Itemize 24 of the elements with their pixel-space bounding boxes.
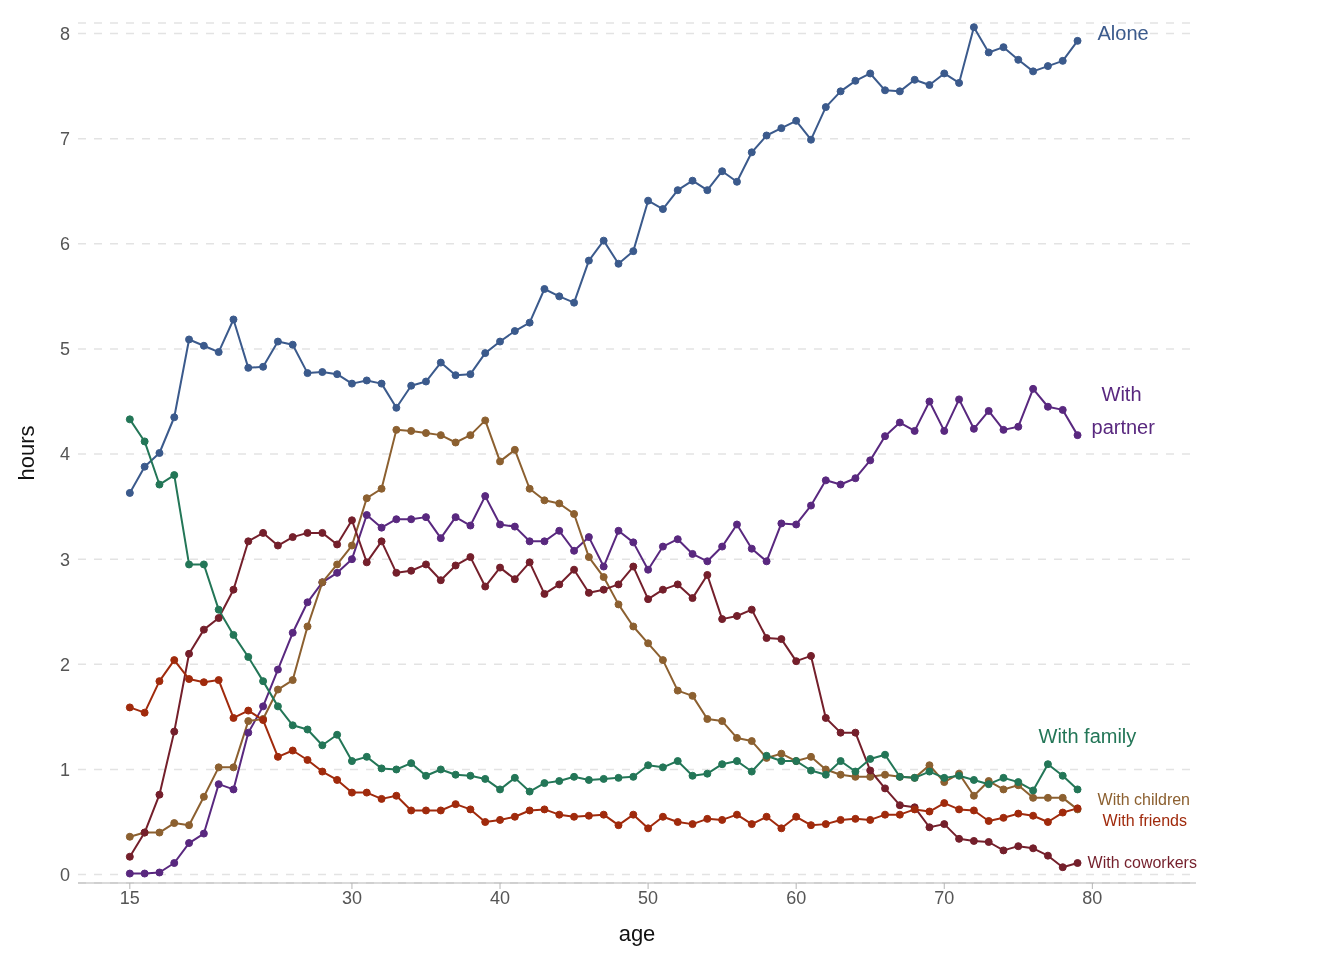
series-label: Alone: [1097, 22, 1149, 45]
series-label: With family: [1038, 725, 1137, 748]
y-tick-label: 6: [59, 234, 70, 255]
x-tick-label: 80: [1082, 887, 1103, 908]
y-tick-label: 0: [59, 864, 70, 885]
x-tick-label: 15: [119, 887, 140, 908]
y-tick-label: 2: [59, 654, 70, 675]
y-tick-label: 4: [59, 444, 70, 465]
x-tick-label: 30: [341, 887, 362, 908]
series-label: With coworkers: [1087, 854, 1197, 872]
y-tick-label: 8: [59, 23, 70, 44]
y-tick-label: 5: [59, 339, 70, 360]
x-tick-label: 60: [786, 887, 807, 908]
x-tick-label: 50: [638, 887, 659, 908]
series-label: With partner: [1091, 383, 1156, 439]
series-label: With friends: [1102, 812, 1188, 830]
y-tick-label: 1: [59, 759, 70, 780]
y-tick-label: 7: [59, 129, 70, 150]
series-label: With children: [1097, 791, 1191, 809]
y-tick-label: 3: [59, 549, 70, 570]
y-axis-title: hours: [13, 425, 39, 481]
x-tick-label: 40: [490, 887, 511, 908]
x-axis-title: age: [618, 921, 656, 946]
x-tick-label: 70: [934, 887, 955, 908]
